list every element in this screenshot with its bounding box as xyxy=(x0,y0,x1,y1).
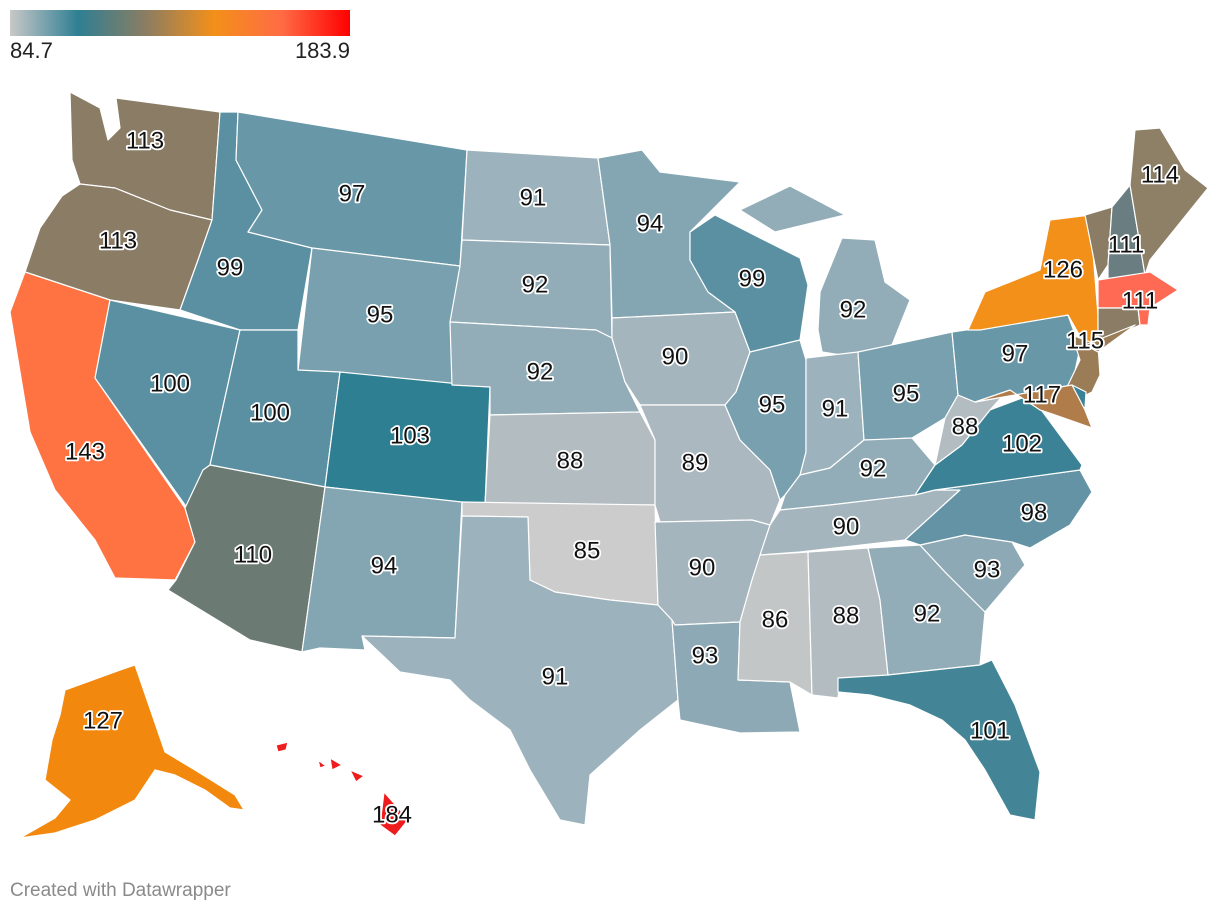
state-shape-hi[interactable] xyxy=(349,769,365,783)
state-ak[interactable] xyxy=(19,664,245,839)
state-ia[interactable] xyxy=(611,311,751,406)
color-scale-bar xyxy=(10,10,350,36)
state-co[interactable] xyxy=(324,371,491,506)
state-shape-hi[interactable] xyxy=(317,759,327,769)
state-wy[interactable] xyxy=(297,247,461,386)
state-az[interactable] xyxy=(167,464,326,653)
credit-line: Created with Datawrapper xyxy=(10,880,231,901)
state-md[interactable] xyxy=(974,384,1093,429)
state-fl[interactable] xyxy=(837,659,1041,821)
state-shape-nj[interactable] xyxy=(1084,324,1136,353)
state-ks[interactable] xyxy=(484,411,656,506)
state-shape-ak[interactable] xyxy=(19,664,245,839)
state-shape-hi[interactable] xyxy=(275,741,289,753)
state-ri[interactable] xyxy=(1137,307,1151,326)
state-shape-tx[interactable] xyxy=(361,515,679,826)
state-shape-nd[interactable] xyxy=(461,149,611,246)
state-shape-ia[interactable] xyxy=(611,311,751,406)
state-tx[interactable] xyxy=(361,515,679,826)
state-me[interactable] xyxy=(1129,127,1209,276)
state-nj[interactable] xyxy=(1067,324,1136,399)
state-shape-ri[interactable] xyxy=(1137,307,1151,326)
legend-min-label: 84.7 xyxy=(10,38,53,63)
state-nd[interactable] xyxy=(461,149,611,246)
state-il[interactable] xyxy=(724,339,807,501)
state-nc[interactable] xyxy=(904,469,1093,549)
state-shape-me[interactable] xyxy=(1129,127,1209,276)
state-shape-hi[interactable] xyxy=(329,757,343,771)
state-shape-fl[interactable] xyxy=(837,659,1041,821)
state-shape-ma[interactable] xyxy=(1097,271,1179,309)
legend-max-label: 183.9 xyxy=(294,38,350,63)
state-shape-hi[interactable] xyxy=(379,791,409,837)
state-shape-nm[interactable] xyxy=(301,486,463,653)
state-shape-mi[interactable] xyxy=(817,237,911,359)
state-shape-wy[interactable] xyxy=(297,247,461,386)
state-shape-il[interactable] xyxy=(724,339,807,501)
state-shape-ks[interactable] xyxy=(484,411,656,506)
state-shape-az[interactable] xyxy=(167,464,326,653)
state-shape-nc[interactable] xyxy=(904,469,1093,549)
state-hi[interactable] xyxy=(275,741,409,837)
state-ma[interactable] xyxy=(1097,271,1179,309)
state-mi[interactable] xyxy=(739,185,911,359)
state-shape-mi[interactable] xyxy=(739,185,846,233)
state-nm[interactable] xyxy=(301,486,463,653)
state-shape-md[interactable] xyxy=(974,384,1093,429)
state-shape-co[interactable] xyxy=(324,371,491,506)
